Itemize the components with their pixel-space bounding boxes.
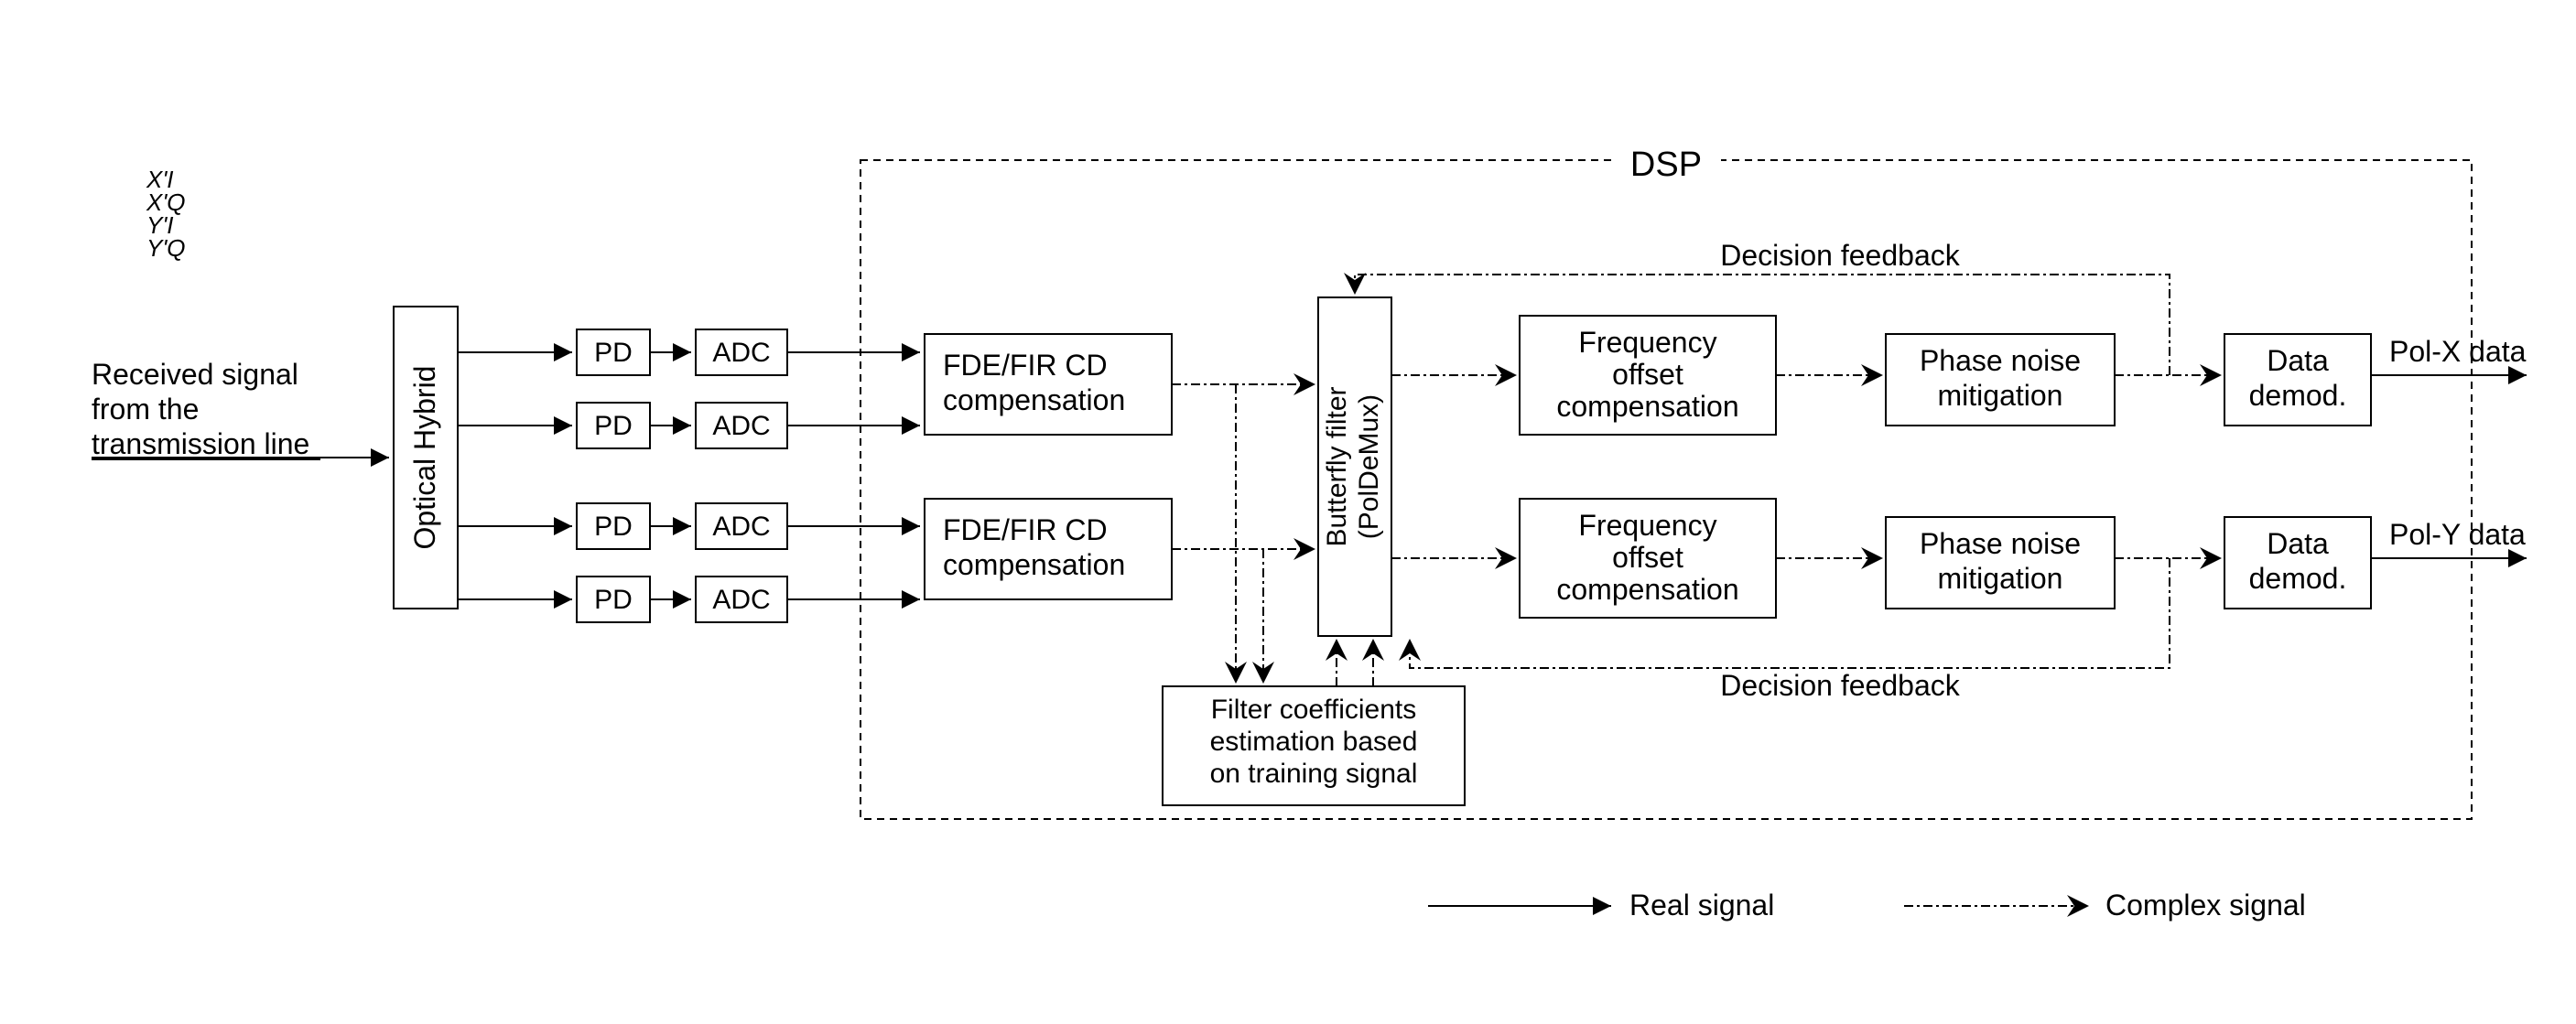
svg-text:compensation: compensation: [1556, 573, 1738, 606]
polx-label: Pol-X data: [2389, 335, 2527, 368]
svg-text:PD: PD: [594, 411, 633, 441]
svg-text:ADC: ADC: [712, 411, 770, 441]
legend: Real signal Complex signal: [1428, 889, 2306, 922]
input-label: Received signal from the transmission li…: [92, 358, 320, 460]
svg-text:Phase noise: Phase noise: [1920, 527, 2081, 560]
svg-text:offset: offset: [1612, 358, 1683, 391]
poly-label: Pol-Y data: [2389, 518, 2526, 551]
svg-text:PD: PD: [594, 338, 633, 368]
dsp-block-diagram: X'I X'Q Y'I Y'Q Received signal from the…: [0, 0, 2576, 1024]
svg-text:ADC: ADC: [712, 338, 770, 368]
svg-text:estimation based: estimation based: [1210, 727, 1418, 757]
svg-text:compensation: compensation: [1556, 390, 1738, 423]
svg-text:Data: Data: [2267, 527, 2329, 560]
dsp-title: DSP: [1630, 146, 1702, 184]
svg-text:Butterfly filter: Butterfly filter: [1322, 386, 1352, 546]
svg-text:offset: offset: [1612, 541, 1683, 574]
svg-text:on training signal: on training signal: [1210, 759, 1418, 789]
svg-text:demod.: demod.: [2249, 562, 2347, 595]
svg-text:Filter coefficients: Filter coefficients: [1211, 695, 1417, 725]
svg-text:ADC: ADC: [712, 512, 770, 542]
svg-text:Data: Data: [2267, 344, 2329, 377]
svg-text:transmission line: transmission line: [92, 427, 309, 460]
svg-text:(PolDeMux): (PolDeMux): [1354, 394, 1384, 539]
corner-label-yq: Y'Q: [146, 234, 186, 262]
svg-text:Phase noise: Phase noise: [1920, 344, 2081, 377]
svg-text:Received signal: Received signal: [92, 358, 298, 391]
svg-text:Decision feedback: Decision feedback: [1720, 669, 1960, 702]
svg-text:compensation: compensation: [943, 548, 1125, 581]
svg-text:FDE/FIR CD: FDE/FIR CD: [943, 349, 1108, 382]
dsp-container: [860, 160, 2472, 819]
svg-text:mitigation: mitigation: [1938, 379, 2063, 412]
svg-text:mitigation: mitigation: [1938, 562, 2063, 595]
optical-hybrid-label: Optical Hybrid: [408, 366, 441, 550]
adc-group: ADC ADC ADC ADC: [650, 329, 787, 622]
svg-text:PD: PD: [594, 585, 633, 615]
svg-text:demod.: demod.: [2249, 379, 2347, 412]
svg-text:Complex signal: Complex signal: [2105, 889, 2306, 922]
svg-text:ADC: ADC: [712, 585, 770, 615]
svg-text:Frequency: Frequency: [1578, 509, 1716, 542]
svg-text:Decision feedback: Decision feedback: [1720, 239, 1960, 272]
corner-labels: X'I X'Q Y'I Y'Q: [146, 166, 186, 262]
svg-text:from the: from the: [92, 393, 199, 426]
svg-text:Real signal: Real signal: [1629, 889, 1774, 922]
svg-text:Frequency: Frequency: [1578, 326, 1716, 359]
pd-group: PD PD PD PD: [458, 329, 650, 622]
svg-text:FDE/FIR CD: FDE/FIR CD: [943, 513, 1108, 546]
svg-text:compensation: compensation: [943, 383, 1125, 416]
svg-text:PD: PD: [594, 512, 633, 542]
